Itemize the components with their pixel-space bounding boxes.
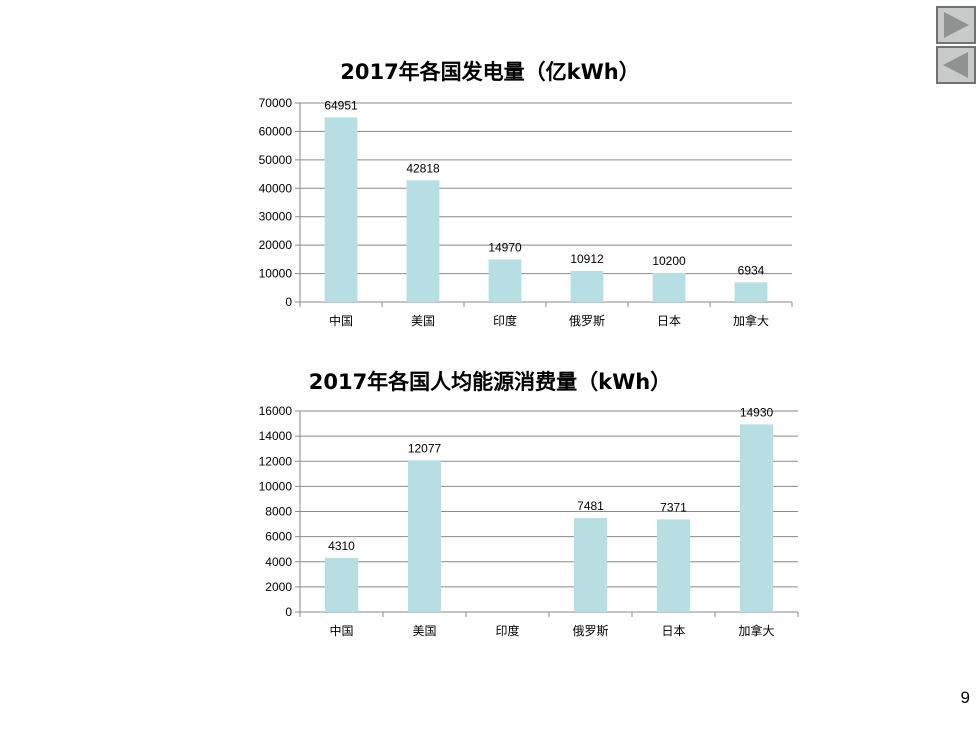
y-tick-label: 2000 (265, 580, 292, 594)
y-tick-label: 12000 (259, 454, 293, 468)
data-label: 4310 (328, 539, 355, 553)
data-label: 42818 (406, 161, 440, 175)
bar (324, 557, 359, 612)
data-label: 12077 (408, 441, 442, 455)
category-label: 日本 (657, 314, 681, 328)
bar (324, 117, 358, 303)
play-back-icon (943, 52, 968, 78)
category-label: 印度 (493, 313, 517, 328)
chart-title-power-generation: 2017年各国发电量（亿kWh） (340, 60, 640, 84)
chart-title-per-capita-energy: 2017年各国人均能源消费量（kWh） (308, 370, 672, 394)
category-label: 加拿大 (733, 313, 769, 328)
bar (407, 460, 442, 612)
category-label: 中国 (329, 623, 353, 638)
y-tick-label: 30000 (259, 210, 293, 224)
y-tick-label: 6000 (265, 530, 292, 544)
data-label: 10912 (570, 252, 604, 266)
bar (739, 424, 774, 612)
data-label: 64951 (324, 98, 358, 112)
category-label: 俄罗斯 (572, 624, 608, 638)
bar (734, 282, 768, 302)
data-label: 14970 (488, 240, 522, 254)
y-tick-label: 4000 (265, 555, 292, 569)
bar (652, 273, 686, 302)
next-slide-button[interactable] (936, 6, 976, 44)
data-label: 10200 (652, 254, 686, 268)
data-label: 7371 (660, 500, 687, 514)
bar (573, 518, 608, 612)
y-tick-label: 0 (285, 295, 292, 309)
y-tick-label: 0 (285, 605, 292, 619)
category-label: 日本 (661, 624, 685, 638)
category-label: 印度 (495, 623, 519, 638)
previous-slide-button[interactable] (936, 46, 976, 84)
y-tick-label: 60000 (259, 124, 293, 138)
y-tick-label: 16000 (259, 404, 293, 418)
category-label: 美国 (412, 624, 436, 638)
page-number: 9 (960, 688, 970, 707)
bar (656, 519, 691, 612)
y-tick-label: 20000 (259, 238, 293, 252)
bar (570, 270, 604, 302)
category-label: 加拿大 (738, 623, 774, 638)
category-label: 中国 (329, 313, 353, 328)
category-label: 美国 (411, 314, 435, 328)
y-tick-label: 10000 (259, 479, 293, 493)
y-tick-label: 40000 (259, 181, 293, 195)
bar (406, 180, 440, 302)
y-tick-label: 50000 (259, 153, 293, 167)
y-tick-label: 70000 (259, 96, 293, 110)
category-label: 俄罗斯 (569, 314, 605, 328)
y-tick-label: 8000 (265, 505, 292, 519)
data-label: 7481 (577, 499, 604, 513)
y-tick-label: 10000 (259, 267, 293, 281)
data-label: 14930 (740, 405, 774, 419)
bar (488, 259, 522, 302)
data-label: 6934 (738, 263, 765, 277)
y-tick-label: 14000 (259, 429, 293, 443)
play-forward-icon (944, 12, 969, 38)
